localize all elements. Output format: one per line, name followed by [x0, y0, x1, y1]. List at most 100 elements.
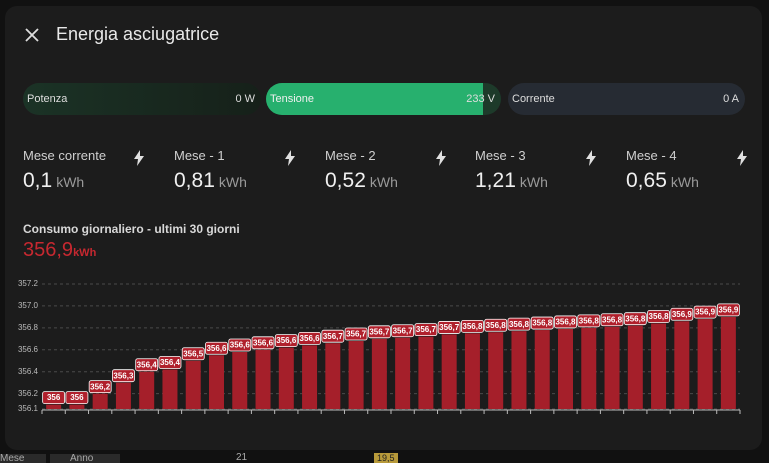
stat-value: 0,81	[174, 169, 215, 192]
bar	[697, 319, 713, 409]
data-label: 356,5	[183, 349, 204, 358]
stat: Mese - 3 1,21 kWh	[475, 148, 615, 193]
data-label: 356	[70, 393, 84, 402]
data-label-bg	[65, 391, 89, 405]
stat: Mese - 1 0,81 kWh	[174, 148, 314, 193]
bar	[255, 349, 271, 409]
data-label-bg	[135, 358, 159, 372]
data-label-bg	[344, 327, 368, 341]
pill-label: Potenza	[27, 93, 68, 105]
chart-title: Consumo giornaliero - ultimi 30 giorni	[23, 222, 240, 236]
bolt-icon	[134, 150, 144, 166]
chart-total: 356,9kWh	[23, 239, 96, 262]
stat-value: 0,52	[325, 169, 366, 192]
pill[interactable]: Tensione 233 V	[266, 83, 501, 115]
bolt-icon	[737, 150, 747, 166]
data-label-bg	[600, 313, 624, 327]
bolt-icon	[436, 150, 446, 166]
stat: Mese corrente 0,1 kWh	[23, 148, 163, 193]
data-label: 356,6	[230, 341, 251, 350]
data-label: 356,7	[416, 325, 437, 334]
bar	[558, 328, 573, 409]
data-label: 356,7	[323, 332, 344, 341]
bg-tab-label: Anno	[70, 453, 94, 463]
data-label-bg	[437, 321, 461, 334]
data-label: 356,9	[695, 308, 716, 317]
data-label-bg	[42, 391, 66, 405]
data-label: 356,7	[439, 323, 460, 332]
data-label-bg	[158, 356, 182, 369]
pill-value: 0 A	[723, 93, 739, 105]
pill-label: Corrente	[512, 93, 555, 105]
y-tick-label: 356.4	[18, 367, 39, 376]
bar	[581, 327, 597, 409]
bar	[371, 338, 387, 409]
bar	[302, 345, 318, 409]
data-label: 356,7	[346, 330, 367, 339]
pill[interactable]: Potenza 0 W	[23, 83, 261, 115]
y-tick-label: 356.6	[18, 345, 39, 354]
data-label: 356,6	[206, 344, 227, 353]
y-tick-label: 356.2	[18, 389, 39, 398]
data-label: 356,8	[462, 322, 483, 331]
data-label: 356,8	[625, 314, 646, 323]
stat-unit: kWh	[218, 174, 247, 190]
data-label: 356,8	[555, 318, 576, 327]
pill-label: Tensione	[270, 93, 315, 105]
y-tick-label: 356.1	[18, 404, 39, 413]
bar	[488, 332, 504, 409]
bar	[162, 369, 178, 409]
stat-value: 0,1	[23, 169, 53, 192]
bar	[69, 404, 85, 409]
data-label-bg	[251, 336, 275, 350]
dialog-title: Energia asciugatrice	[56, 24, 220, 44]
bar	[674, 321, 690, 409]
bar	[534, 330, 550, 409]
data-label: 356,8	[579, 316, 600, 325]
data-label-bg	[367, 325, 391, 339]
bg-text: 21	[236, 452, 248, 463]
bar	[627, 325, 643, 409]
bar	[115, 382, 131, 409]
data-label-bg	[391, 324, 415, 338]
stat-unit: kWh	[56, 174, 85, 190]
close-button[interactable]	[24, 27, 40, 43]
bar	[720, 316, 736, 409]
data-label-bg	[530, 316, 554, 330]
bar	[185, 360, 201, 409]
data-label-bg	[321, 329, 345, 343]
bar	[418, 336, 434, 409]
bar	[395, 337, 411, 409]
data-label-bg	[484, 318, 508, 332]
pill[interactable]: Corrente 0 A	[508, 83, 745, 115]
pill-value: 233 V	[466, 93, 495, 105]
stat-name: Mese - 4	[626, 148, 677, 163]
data-label: 356,6	[300, 334, 321, 343]
bolt-icon	[285, 150, 295, 166]
y-tick-label: 357.0	[18, 301, 39, 310]
data-label: 356,9	[718, 306, 739, 315]
data-label: 356,7	[369, 327, 390, 336]
data-label: 356,2	[90, 382, 111, 391]
y-tick-label: 356.8	[18, 323, 39, 332]
stat-value: 0,65	[626, 169, 667, 192]
stat-value: 1,21	[475, 169, 516, 192]
bar	[441, 334, 457, 409]
data-label-bg	[274, 334, 298, 347]
bar	[464, 333, 480, 409]
bar	[348, 341, 364, 409]
bg-tab: Mese	[0, 453, 46, 463]
data-label-bg	[181, 347, 205, 361]
data-label: 356,6	[276, 336, 297, 345]
bar	[278, 347, 294, 409]
data-label: 356,3	[113, 371, 134, 380]
data-label-bg	[112, 369, 135, 383]
stat-name: Mese - 2	[325, 148, 376, 163]
data-label: 356,8	[509, 320, 530, 329]
data-label-bg	[647, 310, 670, 323]
bg-tab: Anno	[50, 453, 120, 463]
data-label-bg	[507, 317, 531, 331]
total-unit: kWh	[73, 247, 97, 259]
bar	[325, 343, 341, 409]
